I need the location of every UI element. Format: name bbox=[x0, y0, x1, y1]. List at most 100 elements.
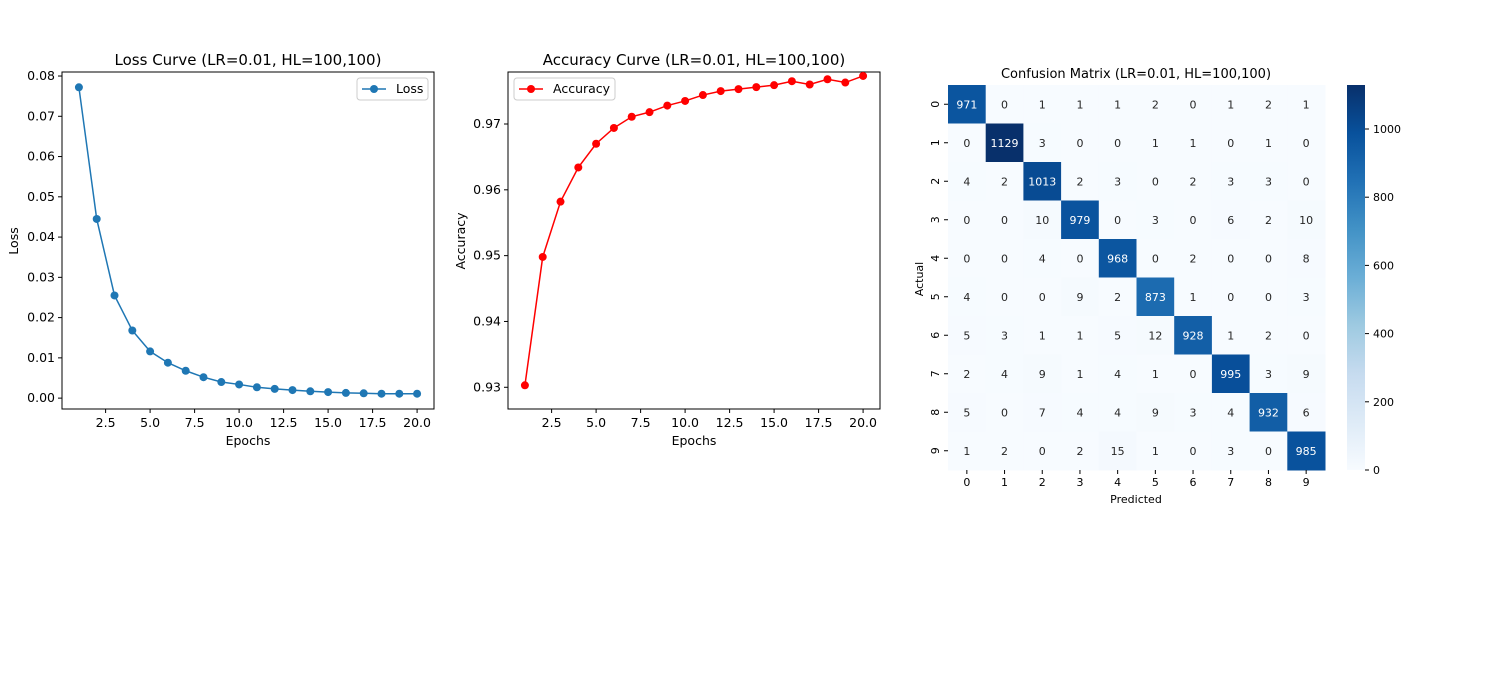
confusion-cell-value: 971 bbox=[956, 98, 977, 111]
confusion-cell bbox=[1174, 354, 1213, 394]
confusion-cell-value: 1 bbox=[1076, 329, 1083, 342]
confusion-cell-value: 0 bbox=[1001, 252, 1008, 265]
confusion-cell bbox=[1287, 393, 1326, 432]
accuracy-x-axis-label: Epochs bbox=[672, 433, 717, 448]
confusion-cell-value: 8 bbox=[1303, 252, 1310, 265]
confusion-cell bbox=[1098, 239, 1137, 278]
confusion-cell bbox=[1287, 162, 1326, 201]
loss-data-point bbox=[163, 358, 172, 367]
confusion-cell bbox=[1061, 123, 1100, 163]
confusion-cell-value: 0 bbox=[1303, 137, 1310, 150]
confusion-cell-value: 3 bbox=[1114, 175, 1121, 188]
confusion-cell bbox=[1287, 316, 1326, 355]
confusion-cell bbox=[1174, 393, 1213, 432]
confusion-cell bbox=[1023, 354, 1062, 394]
confusion-cell-value: 0 bbox=[1076, 137, 1083, 150]
accuracy-x-tick-label: 10.0 bbox=[671, 415, 699, 430]
confusion-cell-value: 0 bbox=[1190, 368, 1197, 381]
confusion-cell bbox=[1249, 277, 1288, 317]
accuracy-x-tick-label: 5.0 bbox=[586, 415, 606, 430]
confusion-y-tick-label: 0 bbox=[929, 101, 942, 108]
confusion-cell bbox=[1174, 316, 1213, 355]
confusion-cell-value: 0 bbox=[1001, 291, 1008, 304]
confusion-cell-value: 1013 bbox=[1028, 175, 1056, 188]
confusion-cell-value: 0 bbox=[1114, 214, 1121, 227]
accuracy-data-point bbox=[574, 163, 583, 172]
confusion-cell bbox=[1098, 354, 1137, 394]
confusion-cell bbox=[1136, 162, 1175, 201]
confusion-cell bbox=[985, 200, 1024, 240]
confusion-cell bbox=[1023, 162, 1062, 201]
confusion-cell bbox=[1211, 200, 1251, 240]
accuracy-data-point bbox=[592, 139, 601, 148]
confusion-cell-value: 932 bbox=[1258, 406, 1279, 419]
confusion-y-tick-label: 7 bbox=[929, 370, 942, 377]
confusion-cell-value: 4 bbox=[1114, 406, 1121, 419]
loss-data-point bbox=[395, 389, 404, 398]
confusion-x-tick-label: 3 bbox=[1076, 476, 1083, 489]
confusion-cell-value: 3 bbox=[1190, 406, 1197, 419]
confusion-cell bbox=[1174, 162, 1213, 201]
confusion-cell bbox=[1249, 239, 1288, 278]
confusion-cell bbox=[1061, 85, 1100, 124]
confusion-cell bbox=[1098, 123, 1137, 163]
confusion-cell-value: 4 bbox=[1227, 406, 1234, 419]
confusion-cell-value: 0 bbox=[1001, 406, 1008, 419]
confusion-cell bbox=[1174, 277, 1213, 317]
confusion-cell-value: 4 bbox=[1039, 252, 1046, 265]
loss-y-tick-label: 0.02 bbox=[27, 310, 55, 325]
confusion-cell-value: 979 bbox=[1069, 214, 1090, 227]
loss-legend-box bbox=[356, 77, 429, 101]
accuracy-data-point bbox=[752, 83, 761, 92]
loss-x-tick-label: 5.0 bbox=[140, 415, 160, 430]
confusion-cell bbox=[948, 393, 987, 432]
confusion-cell bbox=[1023, 123, 1062, 163]
loss-y-axis-label: Loss bbox=[6, 227, 21, 254]
confusion-cell-value: 2 bbox=[1190, 175, 1197, 188]
confusion-x-tick-label: 6 bbox=[1190, 476, 1197, 489]
accuracy-x-tick-label: 20.0 bbox=[849, 415, 877, 430]
confusion-cell-value: 0 bbox=[1227, 252, 1234, 265]
confusion-cell-value: 12 bbox=[1148, 329, 1162, 342]
confusion-cell-value: 3 bbox=[1227, 175, 1234, 188]
loss-y-tick-label: 0.06 bbox=[27, 149, 55, 164]
loss-y-tick-label: 0.08 bbox=[27, 68, 55, 83]
confusion-cell-value: 6 bbox=[1227, 214, 1234, 227]
confusion-x-tick-label: 8 bbox=[1265, 476, 1272, 489]
accuracy-y-tick-label: 0.95 bbox=[473, 248, 501, 263]
colorbar-tick-label: 800 bbox=[1373, 191, 1394, 204]
confusion-cell bbox=[1249, 316, 1288, 355]
confusion-cell bbox=[1136, 239, 1175, 278]
confusion-x-tick-label: 7 bbox=[1227, 476, 1234, 489]
accuracy-data-point bbox=[770, 81, 779, 90]
confusion-x-tick-label: 1 bbox=[1001, 476, 1008, 489]
loss-x-tick-label: 2.5 bbox=[96, 415, 116, 430]
confusion-cell bbox=[948, 316, 987, 355]
confusion-cell bbox=[985, 431, 1024, 471]
confusion-cell bbox=[1211, 277, 1251, 317]
accuracy-data-point bbox=[841, 78, 850, 87]
loss-x-tick-label: 15.0 bbox=[314, 415, 342, 430]
confusion-cell bbox=[1211, 239, 1251, 278]
confusion-cell-value: 1 bbox=[1039, 329, 1046, 342]
loss-y-tick-label: 0.01 bbox=[27, 350, 55, 365]
loss-y-tick-label: 0.03 bbox=[27, 269, 55, 284]
confusion-cell-value: 968 bbox=[1107, 252, 1128, 265]
confusion-cell-value: 0 bbox=[1152, 175, 1159, 188]
confusion-cell-value: 1 bbox=[1227, 329, 1234, 342]
confusion-cell-value: 2 bbox=[963, 368, 970, 381]
confusion-cell bbox=[1098, 162, 1137, 201]
confusion-y-tick-label: 2 bbox=[929, 178, 942, 185]
confusion-cell-value: 2 bbox=[1152, 98, 1159, 111]
confusion-y-tick-label: 6 bbox=[929, 332, 942, 339]
confusion-cell bbox=[1098, 316, 1137, 355]
confusion-cell-value: 2 bbox=[1076, 175, 1083, 188]
confusion-cell-value: 0 bbox=[1190, 214, 1197, 227]
confusion-cell bbox=[1061, 200, 1100, 240]
confusion-cell-value: 0 bbox=[1039, 445, 1046, 458]
confusion-cell-value: 1 bbox=[1039, 98, 1046, 111]
loss-y-tick-label: 0.00 bbox=[27, 390, 55, 405]
confusion-cell-value: 1 bbox=[1265, 137, 1272, 150]
colorbar-tick-label: 0 bbox=[1373, 464, 1380, 477]
accuracy-y-axis-label: Accuracy bbox=[453, 212, 468, 270]
